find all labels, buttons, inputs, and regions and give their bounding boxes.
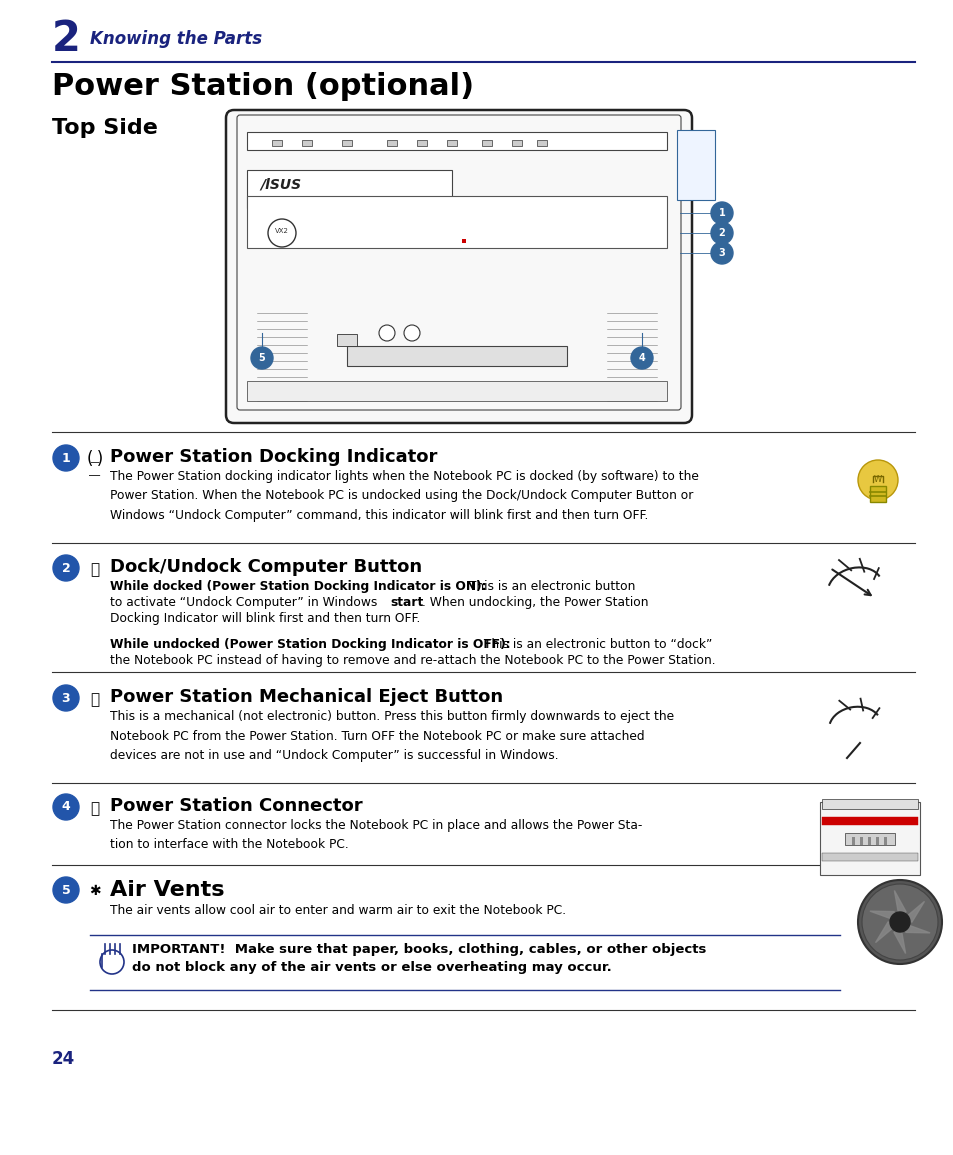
Bar [820,802,919,875]
Circle shape [630,346,652,368]
Polygon shape [899,901,923,922]
Bar [844,833,894,845]
Polygon shape [894,891,905,922]
Text: This is a mechanical (not electronic) button. Press this button firmly downwards: This is a mechanical (not electronic) bu… [110,710,674,762]
Bar [247,381,666,401]
Bar [461,239,465,243]
Circle shape [53,793,79,820]
Bar [867,837,870,845]
Polygon shape [899,922,929,933]
Circle shape [857,880,941,964]
Circle shape [889,912,909,932]
Bar [481,140,492,146]
Bar [336,334,356,346]
Text: Dock/Undock Computer Button: Dock/Undock Computer Button [110,558,421,576]
Bar [302,140,312,146]
Text: 3: 3 [718,248,724,258]
Bar [821,799,917,808]
Text: 24: 24 [52,1050,75,1068]
Text: . When undocking, the Power Station: . When undocking, the Power Station [421,596,648,609]
Bar [851,837,854,845]
Circle shape [53,877,79,903]
Text: 2: 2 [62,561,71,574]
Text: 4: 4 [62,800,71,813]
Polygon shape [875,922,899,942]
Polygon shape [869,911,899,922]
Text: ⤒: ⤒ [91,562,99,578]
Bar [875,837,878,845]
Bar [447,140,456,146]
Text: 2: 2 [52,18,81,60]
Circle shape [53,445,79,471]
Bar [869,486,885,502]
Text: start: start [390,596,423,609]
Text: ✱: ✱ [89,884,101,897]
Text: Air Vents: Air Vents [110,880,224,900]
Bar [247,196,666,248]
Bar [883,837,886,845]
Text: ⤒: ⤒ [91,802,99,815]
Text: The Power Station docking indicator lights when the Notebook PC is docked (by so: The Power Station docking indicator ligh… [110,470,699,522]
Bar [272,140,282,146]
Circle shape [710,243,732,264]
Circle shape [378,325,395,341]
Bar [247,132,666,150]
Text: ―: ― [90,470,100,480]
Circle shape [862,884,937,960]
Bar [512,140,521,146]
Text: Power Station Connector: Power Station Connector [110,797,362,815]
Text: 2: 2 [718,228,724,238]
Text: ―: ― [91,459,99,467]
Bar [341,140,352,146]
Text: VX2: VX2 [274,228,289,234]
Text: ⤒: ⤒ [91,692,99,707]
FancyBboxPatch shape [236,116,680,410]
Text: the Notebook PC instead of having to remove and re-attach the Notebook PC to the: the Notebook PC instead of having to rem… [110,654,715,666]
Text: W: W [873,476,882,484]
Bar [347,346,566,366]
Text: This is an electronic button to “dock”: This is an electronic button to “dock” [479,638,712,651]
Text: Power Station (optional): Power Station (optional) [52,72,474,100]
Text: 5: 5 [258,353,265,363]
Text: The Power Station connector locks the Notebook PC in place and allows the Power : The Power Station connector locks the No… [110,819,641,851]
Text: 1: 1 [62,452,71,464]
Bar [247,170,452,208]
Text: The air vents allow cool air to enter and warm air to exit the Notebook PC.: The air vents allow cool air to enter an… [110,904,565,917]
Text: /lSUS: /lSUS [260,178,301,192]
Bar [677,131,714,200]
Bar [821,817,917,825]
Circle shape [403,325,419,341]
Text: IMPORTANT!  Make sure that paper, books, clothing, cables, or other objects
do n: IMPORTANT! Make sure that paper, books, … [132,942,705,974]
Text: This is an electronic button: This is an electronic button [464,580,635,593]
Circle shape [53,556,79,581]
FancyBboxPatch shape [226,110,691,423]
Text: to activate “Undock Computer” in Windows: to activate “Undock Computer” in Windows [110,596,381,609]
Bar [821,854,917,860]
Bar [859,837,862,845]
Text: Docking Indicator will blink first and then turn OFF.: Docking Indicator will blink first and t… [110,612,420,625]
Circle shape [857,460,897,500]
Circle shape [710,222,732,244]
Bar [387,140,396,146]
Text: Knowing the Parts: Knowing the Parts [90,30,262,49]
Circle shape [53,685,79,711]
Circle shape [251,346,273,368]
Bar [416,140,427,146]
Circle shape [710,202,732,224]
Text: Top Side: Top Side [52,118,157,137]
Text: While undocked (Power Station Docking Indicator is OFF):: While undocked (Power Station Docking In… [110,638,510,651]
Text: Power Station Docking Indicator: Power Station Docking Indicator [110,448,436,465]
Text: Power Station Mechanical Eject Button: Power Station Mechanical Eject Button [110,688,502,706]
Circle shape [268,219,295,247]
Text: While docked (Power Station Docking Indicator is ON):: While docked (Power Station Docking Indi… [110,580,486,593]
Text: 3: 3 [62,692,71,705]
Text: 1: 1 [718,208,724,218]
Text: 4: 4 [638,353,644,363]
Bar [537,140,546,146]
Circle shape [100,951,124,974]
Text: 5: 5 [62,884,71,896]
Text: ( ): ( ) [87,450,103,468]
Polygon shape [893,922,904,954]
